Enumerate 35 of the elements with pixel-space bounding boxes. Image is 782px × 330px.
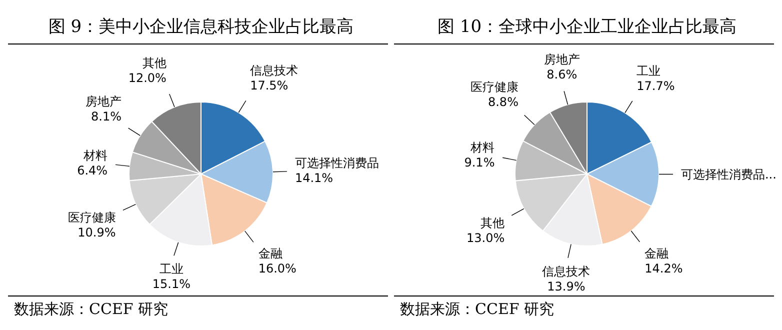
- data-label: 17.7%: [636, 78, 675, 93]
- slice-label: 其他: [480, 216, 505, 230]
- slice-label: 金融: [644, 246, 669, 260]
- source-note: 数据来源：CCEF 研究: [400, 300, 554, 318]
- slice-label: 可选择性消费品...: [681, 167, 776, 182]
- slice-label: 材料: [82, 148, 108, 162]
- data-label: 14.2%: [644, 261, 683, 276]
- data-label: 6.4%: [77, 163, 108, 178]
- slice-label: 材料: [470, 140, 495, 154]
- slice-label: 金融: [258, 246, 282, 261]
- data-label: 15.1%: [152, 277, 190, 292]
- slice-label: 信息技术: [250, 63, 298, 78]
- source-note: 数据来源：CCEF 研究: [14, 300, 168, 318]
- data-label: 8.6%: [546, 68, 578, 82]
- data-label: 9.1%: [464, 155, 495, 170]
- data-label: 13.0%: [466, 231, 505, 246]
- slice-label: 房地产: [86, 94, 122, 109]
- data-label: 8.1%: [91, 110, 122, 124]
- data-label: 16.0%: [258, 262, 296, 276]
- slice-label: 信息技术: [542, 264, 590, 279]
- chart-title: 图 10：全球中小企业工业企业占比最高: [437, 17, 737, 37]
- data-label: 14.1%: [294, 171, 334, 186]
- slice-label: 工业: [159, 262, 184, 276]
- data-label: 13.9%: [547, 280, 586, 294]
- chart-title: 图 9：美中小企业信息科技企业占比最高: [48, 17, 354, 37]
- data-label: 8.8%: [488, 94, 518, 109]
- slice-label: 其他: [142, 56, 166, 70]
- slice-label: 医疗健康: [470, 80, 518, 94]
- slice-label: 房地产: [544, 52, 580, 67]
- slice-label: 工业: [636, 64, 661, 78]
- data-label: 17.5%: [250, 78, 288, 92]
- slice-label: 医疗健康: [68, 210, 116, 224]
- data-label: 10.9%: [78, 225, 116, 240]
- data-label: 12.0%: [128, 70, 166, 85]
- slice-label: 可选择性消费品: [294, 156, 379, 170]
